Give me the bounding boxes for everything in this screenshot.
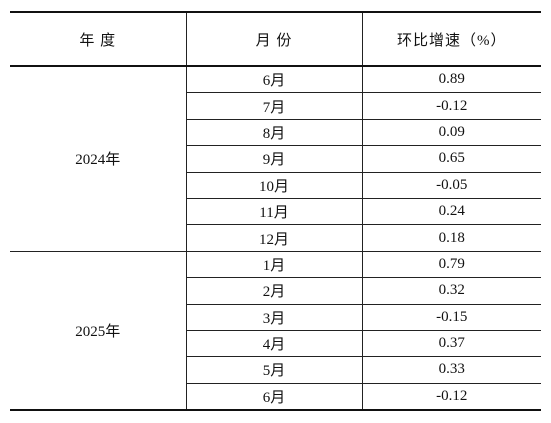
header-row: 年 度 月 份 环比增速（%） bbox=[10, 11, 541, 67]
value-cell: 0.33 bbox=[361, 356, 541, 384]
value-cell: -0.12 bbox=[361, 92, 541, 120]
month-cell: 8月 bbox=[186, 118, 363, 147]
table-row: 11月 0.24 bbox=[10, 197, 541, 226]
value-cell: -0.12 bbox=[361, 382, 541, 412]
month-cell: 4月 bbox=[186, 329, 363, 358]
value-cell: 0.09 bbox=[361, 118, 541, 147]
table-body: 2024年 6月 0.89 7月 -0.12 8月 0.09 9月 0.65 10月 -0.05 11… bbox=[10, 65, 541, 412]
table-row: 10月 -0.05 bbox=[10, 171, 541, 199]
month-cell: 3月 bbox=[186, 303, 363, 331]
month-cell: 11月 bbox=[186, 197, 363, 226]
table-row: 2025年 1月 0.79 bbox=[10, 250, 541, 412]
month-cell: 6月 bbox=[186, 382, 363, 412]
value-cell: 0.18 bbox=[361, 224, 541, 252]
table-row: 3月 -0.15 bbox=[10, 303, 541, 331]
value-cell: 0.79 bbox=[361, 250, 541, 279]
header-cell: 月 份 bbox=[185, 11, 363, 67]
month-cell: 7月 bbox=[186, 92, 363, 120]
year-cell: 2024年 bbox=[10, 65, 187, 252]
table-row: 4月 0.37 bbox=[10, 329, 541, 358]
month-cell: 12月 bbox=[186, 224, 363, 252]
table-row: 12月 0.18 bbox=[10, 224, 541, 252]
month-cell: 6月 bbox=[185, 65, 363, 94]
value-cell: 0.89 bbox=[361, 65, 541, 94]
month-cell: 9月 bbox=[186, 145, 363, 173]
month-cell: 5月 bbox=[186, 356, 363, 384]
value-cell: 0.24 bbox=[361, 197, 541, 226]
value-cell: -0.05 bbox=[361, 171, 541, 199]
value-cell: 0.65 bbox=[361, 145, 541, 173]
value-cell: -0.15 bbox=[361, 303, 541, 331]
data-table: 年 度 月 份 环比增速（%） 2024年 6月 0.89 7月 -0.12 8月 0.09… bbox=[10, 11, 541, 412]
month-cell: 2月 bbox=[186, 277, 363, 305]
value-cell: 0.37 bbox=[361, 329, 541, 358]
header-cell: 年 度 bbox=[10, 11, 187, 67]
value-cell: 0.32 bbox=[361, 277, 541, 305]
table-row: 2024年 6月 0.89 bbox=[10, 65, 541, 252]
header-cell: 环比增速（%） bbox=[361, 11, 541, 67]
table-row: 6月 -0.12 bbox=[10, 382, 541, 412]
table-row: 5月 0.33 bbox=[10, 356, 541, 384]
year-cell: 2025年 bbox=[10, 250, 187, 412]
month-cell: 1月 bbox=[185, 250, 363, 279]
month-cell: 10月 bbox=[186, 171, 363, 199]
table-row: 7月 -0.12 bbox=[10, 92, 541, 120]
table-row: 2月 0.32 bbox=[10, 277, 541, 305]
